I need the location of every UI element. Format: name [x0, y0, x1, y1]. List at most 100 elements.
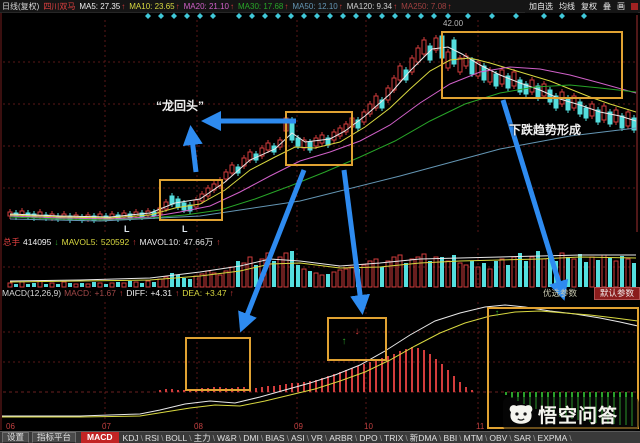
- topbar-ma-list: MA5: 27.35 ↑ MA10: 23.65 ↑ MA20: 21.10 ↑ MA30:…: [79, 2, 455, 11]
- event-marker-l2[interactable]: L: [182, 224, 188, 234]
- tab-w&r[interactable]: W&R: [217, 432, 237, 443]
- diff-label: DIFF:: [126, 288, 148, 298]
- mavol10-value: 47.66万: [183, 237, 214, 247]
- down-arrow-icon: ↓: [54, 237, 59, 247]
- period-label[interactable]: 日线(复权): [2, 1, 40, 11]
- tab-kdj[interactable]: KDJ: [122, 432, 139, 443]
- mavol10-label: MAVOL10:: [139, 237, 181, 247]
- annotation-downtrend: 下跌趋势形成: [509, 123, 582, 137]
- topbar-button-1[interactable]: 均线: [559, 2, 575, 11]
- topbar-ma-0: MA5: 27.35: [79, 1, 121, 11]
- peak-price-label: 42.00: [443, 19, 464, 28]
- tab-separator: \: [238, 432, 242, 443]
- up-arrow-icon: ↑: [447, 1, 452, 11]
- up-arrow-icon: ↑: [284, 1, 289, 11]
- macd-header: MACD(12,26,9) MACD: +1.67 ↑ DIFF: +4.31 …: [2, 288, 237, 298]
- volume-label: 总手: [3, 237, 21, 247]
- default-params-button[interactable]: 默认参数: [594, 287, 640, 300]
- diff-value: +4.31: [150, 288, 172, 298]
- svg-text:↓: ↓: [355, 326, 360, 337]
- tab-vr[interactable]: VR: [311, 432, 323, 443]
- topbar-ma-2: MA20: 21.10: [183, 1, 229, 11]
- up-arrow-icon: ↑: [174, 288, 180, 298]
- tab-dmi[interactable]: DMI: [243, 432, 259, 443]
- up-arrow-icon: ↑: [216, 237, 221, 247]
- tab-dpo[interactable]: DPO: [359, 432, 378, 443]
- mavol5-label: MAVOL5:: [61, 237, 98, 247]
- dea-value: +3.47: [205, 288, 227, 298]
- tab-macd-active[interactable]: MACD: [81, 432, 119, 443]
- month-label-06: 06: [6, 422, 15, 431]
- up-arrow-icon: ↑: [118, 288, 124, 298]
- topbar-ma-1: MA10: 23.65: [129, 1, 175, 11]
- up-arrow-icon: ↑: [175, 1, 180, 11]
- up-arrow-icon: ↑: [393, 1, 398, 11]
- tab-新dma[interactable]: 新DMA: [409, 432, 438, 443]
- tab-separator: \: [306, 432, 310, 443]
- tab-arbr[interactable]: ARBR: [329, 432, 353, 443]
- month-label-10: 10: [364, 422, 373, 431]
- topbar-buttons: 加自选 均线 复权叠画: [525, 0, 638, 13]
- topbar: 日线(复权) 四川双马 MA5: 27.35 ↑ MA10: 23.65 ↑ MA20:…: [0, 0, 640, 13]
- tab-separator: \: [379, 432, 383, 443]
- month-label-08: 08: [194, 422, 203, 431]
- topbar-ma-4: MA50: 12.10: [292, 1, 338, 11]
- tab-rsi[interactable]: RSI: [144, 432, 160, 443]
- tab-asi[interactable]: ASI: [290, 432, 305, 443]
- topbar-button-3[interactable]: 叠: [603, 2, 611, 11]
- svg-text:↑: ↑: [495, 308, 500, 319]
- tab-separator: \: [533, 432, 536, 443]
- tab-mtm[interactable]: MTM: [463, 432, 483, 443]
- topbar-button-4[interactable]: 画: [617, 2, 625, 11]
- tab-sar[interactable]: SAR: [513, 432, 532, 443]
- stock-name[interactable]: 四川双马: [43, 1, 76, 11]
- monkey-logo-icon: [509, 405, 533, 424]
- topbar-button-list: 加自选 均线 复权叠画: [529, 1, 625, 12]
- annotation-pullback: “龙回头”: [156, 99, 205, 113]
- optimize-params-button[interactable]: 优选参数: [543, 288, 578, 298]
- tab-bbi[interactable]: BBI: [443, 432, 458, 443]
- tab-separator: \: [569, 432, 572, 443]
- tab-obv[interactable]: OBV: [489, 432, 508, 443]
- settings-button[interactable]: 设置: [2, 432, 30, 443]
- tab-boll[interactable]: BOLL: [165, 432, 188, 443]
- mavol5-value: 520592: [100, 237, 130, 247]
- tab-separator: \: [260, 432, 264, 443]
- macd-title[interactable]: MACD(12,26,9): [2, 288, 62, 298]
- tab-separator: \: [189, 432, 192, 443]
- up-arrow-icon: ↑: [132, 237, 137, 247]
- tab-trix[interactable]: TRIX: [384, 432, 404, 443]
- event-marker-l1[interactable]: L: [124, 224, 130, 234]
- up-arrow-icon: ↑: [338, 1, 343, 11]
- tab-separator: \: [509, 432, 512, 443]
- volume-header: 总手 414095 ↓ MAVOL5: 520592 ↑ MAVOL10: 47…: [3, 236, 223, 248]
- svg-text:↑: ↑: [342, 336, 347, 347]
- month-label-09: 09: [294, 422, 303, 431]
- up-arrow-icon: ↑: [230, 1, 234, 11]
- tab-separator: \: [286, 432, 289, 443]
- topbar-button-2[interactable]: 复权: [581, 2, 597, 11]
- tab-主力[interactable]: 主力: [193, 432, 211, 443]
- month-label-11: 11: [476, 422, 485, 431]
- tab-separator: \: [405, 432, 408, 443]
- up-arrow-icon: ↑: [121, 1, 126, 11]
- tab-expma[interactable]: EXPMA: [537, 432, 568, 443]
- topbar-ma-6: MA250: 7.08: [401, 1, 447, 11]
- tab-separator: \: [459, 432, 462, 443]
- indicator-platform-button[interactable]: 指标平台: [32, 432, 77, 443]
- more-icon[interactable]: [631, 3, 638, 10]
- watermark-text: 悟空问答: [538, 405, 619, 427]
- tab-separator: \: [354, 432, 358, 443]
- tab-list: KDJ \ RSI \ BOLL \ 主力 \ W&R \ DMI \ BIAS \ ASI \ VR \ ARBR…: [121, 432, 572, 443]
- up-arrow-icon: ↑: [229, 288, 234, 298]
- macd-value: +1.67: [94, 288, 116, 298]
- month-label-07: 07: [102, 422, 111, 431]
- tab-separator: \: [140, 432, 143, 443]
- tab-bias[interactable]: BIAS: [265, 432, 285, 443]
- macd-label: MACD:: [64, 288, 92, 298]
- topbar-button-0[interactable]: 加自选: [529, 2, 553, 11]
- dea-label: DEA:: [182, 288, 203, 298]
- tab-separator: \: [212, 432, 216, 443]
- tab-separator: \: [161, 432, 164, 443]
